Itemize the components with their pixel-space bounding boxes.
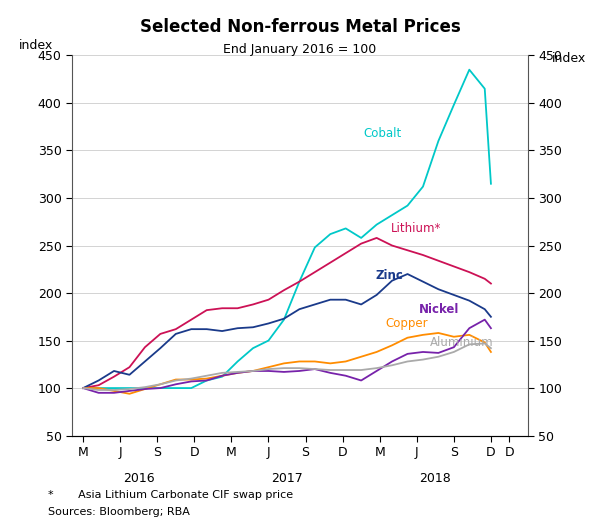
- Text: 2018: 2018: [419, 472, 451, 485]
- Text: End January 2016 = 100: End January 2016 = 100: [223, 43, 377, 56]
- Y-axis label: index: index: [19, 39, 53, 52]
- Text: Aluminium: Aluminium: [430, 336, 493, 349]
- Text: Selected Non-ferrous Metal Prices: Selected Non-ferrous Metal Prices: [140, 18, 460, 36]
- Text: Nickel: Nickel: [419, 303, 459, 316]
- Text: Copper: Copper: [385, 317, 428, 330]
- Text: Zinc: Zinc: [376, 269, 404, 282]
- Text: 2016: 2016: [123, 472, 155, 485]
- Y-axis label: index: index: [552, 52, 586, 64]
- Text: *       Asia Lithium Carbonate CIF swap price: * Asia Lithium Carbonate CIF swap price: [48, 490, 293, 500]
- Text: Cobalt: Cobalt: [363, 127, 401, 140]
- Text: Sources: Bloomberg; RBA: Sources: Bloomberg; RBA: [48, 507, 190, 517]
- Text: 2017: 2017: [271, 472, 303, 485]
- Text: Lithium*: Lithium*: [391, 222, 441, 235]
